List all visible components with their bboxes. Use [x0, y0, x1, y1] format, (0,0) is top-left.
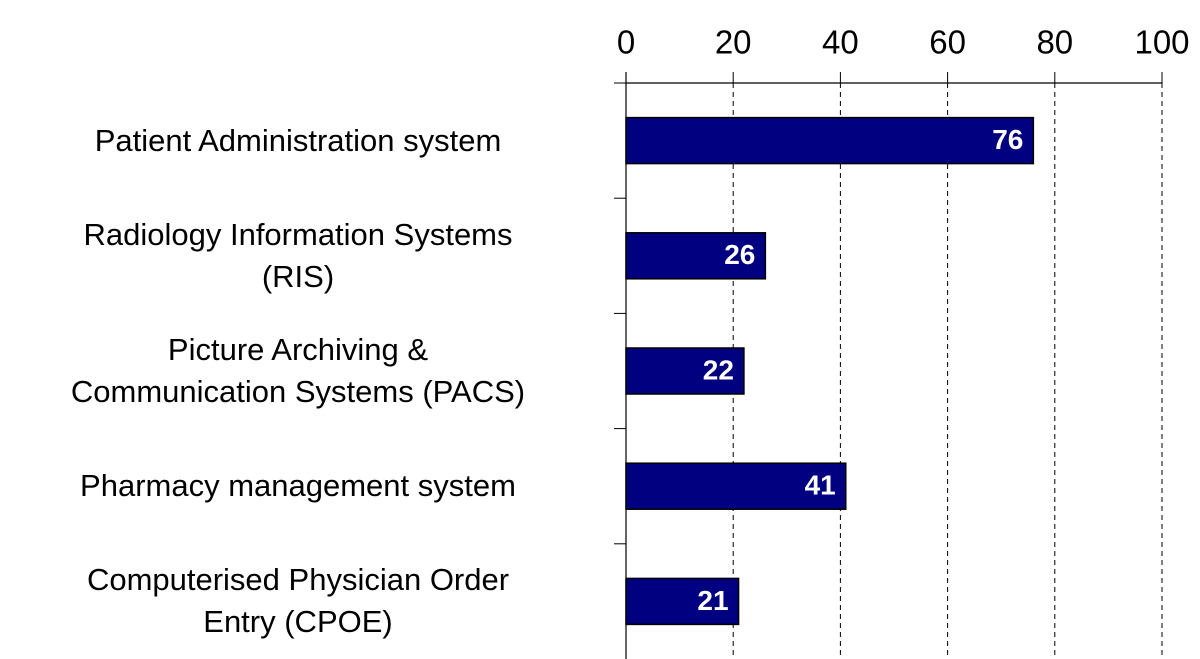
value-label: 26 — [724, 239, 755, 270]
value-label: 21 — [697, 585, 728, 616]
x-tick-label: 100 — [1134, 24, 1189, 61]
x-tick-label: 40 — [822, 24, 859, 61]
value-label: 41 — [805, 470, 836, 501]
bar — [625, 232, 767, 280]
x-tick-label: 20 — [715, 24, 752, 61]
bar — [625, 462, 847, 510]
y-tick-label: Picture Archiving & Communication System… — [70, 331, 526, 409]
x-tick-label: 60 — [929, 24, 966, 61]
y-tick-label: Computerised Physician Order Entry (CPOE… — [86, 562, 510, 640]
y-tick-label: Pharmacy management system — [80, 468, 516, 504]
x-tick-label: 0 — [617, 24, 635, 61]
y-tick-label: Patient Administration system — [94, 122, 502, 158]
bar — [625, 347, 745, 395]
value-label: 22 — [703, 354, 734, 385]
x-tick-label: 80 — [1036, 24, 1073, 61]
value-label: 76 — [992, 124, 1023, 155]
bar — [625, 116, 1035, 165]
y-tick-label: Radiology Information Systems (RIS) — [83, 216, 513, 294]
bar — [625, 577, 740, 626]
